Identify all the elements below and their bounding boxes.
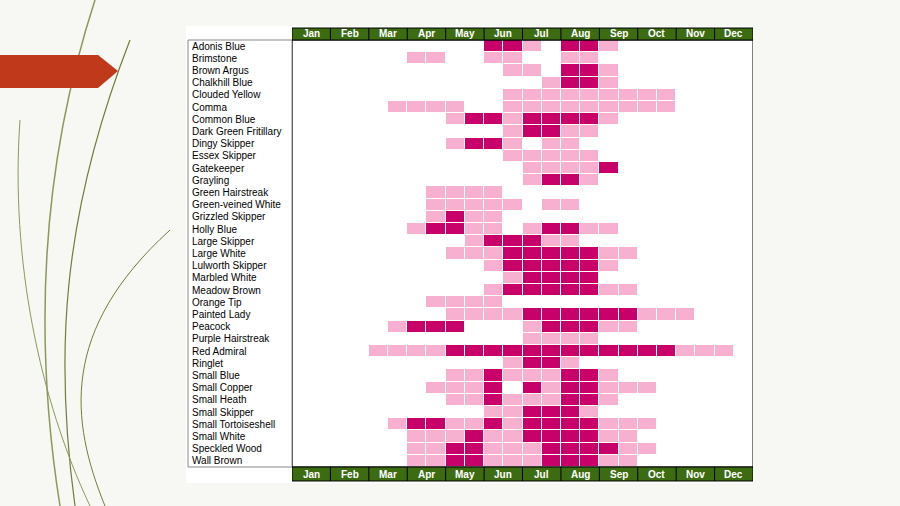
svg-text:Clouded Yellow: Clouded Yellow bbox=[192, 89, 261, 100]
svg-text:Ringlet: Ringlet bbox=[192, 358, 223, 369]
svg-text:Jun: Jun bbox=[494, 28, 512, 39]
svg-text:Large Skipper: Large Skipper bbox=[192, 236, 255, 247]
svg-text:Holly Blue: Holly Blue bbox=[192, 224, 237, 235]
svg-text:Brown Argus: Brown Argus bbox=[192, 65, 249, 76]
svg-text:Orange Tip: Orange Tip bbox=[192, 297, 242, 308]
svg-text:Oct: Oct bbox=[648, 469, 665, 480]
svg-text:Jun: Jun bbox=[494, 469, 512, 480]
svg-text:Gatekeeper: Gatekeeper bbox=[192, 163, 245, 174]
svg-text:Jul: Jul bbox=[534, 28, 549, 39]
svg-text:Grayling: Grayling bbox=[192, 175, 229, 186]
svg-text:Feb: Feb bbox=[341, 469, 359, 480]
svg-text:Comma: Comma bbox=[192, 102, 227, 113]
svg-text:Painted Lady: Painted Lady bbox=[192, 309, 250, 320]
svg-text:Green Hairstreak: Green Hairstreak bbox=[192, 187, 269, 198]
svg-text:May: May bbox=[455, 28, 475, 39]
svg-text:Nov: Nov bbox=[686, 469, 705, 480]
svg-text:Mar: Mar bbox=[379, 28, 397, 39]
svg-text:Meadow Brown: Meadow Brown bbox=[192, 285, 261, 296]
svg-text:Small Blue: Small Blue bbox=[192, 370, 240, 381]
svg-text:Small Tortoiseshell: Small Tortoiseshell bbox=[192, 419, 275, 430]
svg-text:Red Admiral: Red Admiral bbox=[192, 346, 246, 357]
svg-text:Oct: Oct bbox=[648, 28, 665, 39]
svg-text:Aug: Aug bbox=[571, 469, 590, 480]
svg-text:Brimstone: Brimstone bbox=[192, 53, 237, 64]
svg-text:May: May bbox=[455, 469, 475, 480]
svg-text:Adonis Blue: Adonis Blue bbox=[192, 41, 246, 52]
svg-text:Chalkhill Blue: Chalkhill Blue bbox=[192, 77, 253, 88]
svg-text:Grizzled Skipper: Grizzled Skipper bbox=[192, 211, 266, 222]
svg-text:Speckled Wood: Speckled Wood bbox=[192, 443, 262, 454]
svg-text:Large White: Large White bbox=[192, 248, 246, 259]
svg-text:Dark Green Fritillary: Dark Green Fritillary bbox=[192, 126, 281, 137]
svg-text:Sep: Sep bbox=[610, 28, 628, 39]
svg-text:Purple Hairstreak: Purple Hairstreak bbox=[192, 333, 270, 344]
svg-text:Dingy Skipper: Dingy Skipper bbox=[192, 138, 255, 149]
svg-text:Feb: Feb bbox=[341, 28, 359, 39]
svg-text:Peacock: Peacock bbox=[192, 321, 231, 332]
svg-text:Small White: Small White bbox=[192, 431, 246, 442]
svg-text:Marbled White: Marbled White bbox=[192, 272, 257, 283]
svg-text:Wall Brown: Wall Brown bbox=[192, 455, 242, 466]
svg-text:Essex Skipper: Essex Skipper bbox=[192, 150, 257, 161]
svg-text:Small Copper: Small Copper bbox=[192, 382, 253, 393]
svg-text:Jan: Jan bbox=[303, 469, 320, 480]
svg-text:Common Blue: Common Blue bbox=[192, 114, 256, 125]
svg-text:Lulworth Skipper: Lulworth Skipper bbox=[192, 260, 267, 271]
svg-text:Dec: Dec bbox=[724, 469, 743, 480]
svg-text:Small Skipper: Small Skipper bbox=[192, 407, 254, 418]
svg-text:Mar: Mar bbox=[379, 469, 397, 480]
svg-text:Small Heath: Small Heath bbox=[192, 394, 246, 405]
svg-text:Dec: Dec bbox=[724, 28, 743, 39]
svg-text:Aug: Aug bbox=[571, 28, 590, 39]
svg-text:Jul: Jul bbox=[534, 469, 549, 480]
svg-text:Apr: Apr bbox=[418, 469, 435, 480]
svg-text:Sep: Sep bbox=[610, 469, 628, 480]
svg-text:Jan: Jan bbox=[303, 28, 320, 39]
svg-text:Nov: Nov bbox=[686, 28, 705, 39]
svg-text:Green-veined White: Green-veined White bbox=[192, 199, 281, 210]
svg-text:Apr: Apr bbox=[418, 28, 435, 39]
